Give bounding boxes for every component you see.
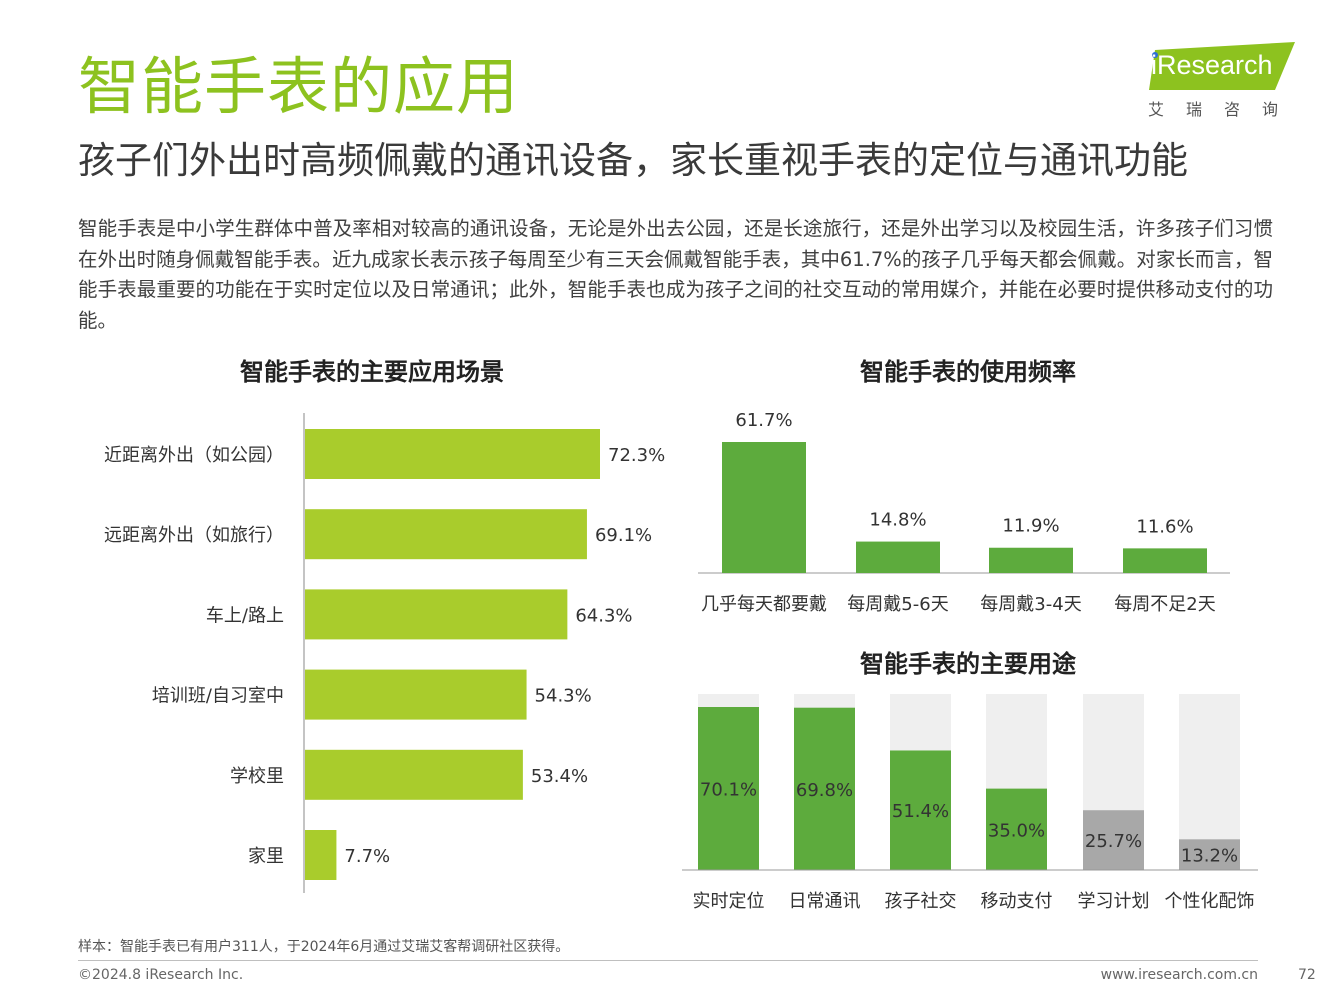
frequency-value-label: 14.8% <box>869 510 926 531</box>
usage-bar <box>1179 839 1240 870</box>
scenario-value-label: 72.3% <box>608 445 665 466</box>
scenario-value-label: 53.4% <box>531 766 588 787</box>
usage-value-label: 51.4% <box>892 801 949 822</box>
usage-category-label: 孩子社交 <box>885 891 957 912</box>
footer-divider <box>78 960 1258 961</box>
page-subtitle: 孩子们外出时高频佩戴的通讯设备，家长重视手表的定位与通讯功能 <box>78 139 1188 182</box>
logo-cn: 艾瑞咨询 <box>1148 100 1301 119</box>
usage-value-label: 13.2% <box>1181 846 1238 867</box>
scenario-category-label: 家里 <box>248 846 284 867</box>
usage-category-label: 日常通讯 <box>789 891 861 912</box>
scenario-chart-title: 智能手表的主要应用场景 <box>240 358 504 386</box>
sample-footnote: 样本：智能手表已有用户311人，于2024年6月通过艾瑞艾客帮调研社区获得。 <box>78 939 570 955</box>
scenario-bar <box>305 509 587 560</box>
logo-dot <box>1152 52 1158 58</box>
usage-category-label: 学习计划 <box>1078 891 1150 912</box>
frequency-value-label: 11.9% <box>1002 516 1059 537</box>
scenario-category-label: 学校里 <box>230 766 284 787</box>
website-link[interactable]: www.iresearch.com.cn <box>1100 967 1258 983</box>
usage-chart-title: 智能手表的主要用途 <box>860 650 1076 678</box>
usage-value-label: 35.0% <box>988 820 1045 841</box>
usage-value-label: 69.8% <box>796 780 853 801</box>
frequency-category-label: 几乎每天都要戴 <box>701 594 827 615</box>
intro-paragraph: 智能手表是中小学生群体中普及率相对较高的通讯设备，无论是外出去公园，还是长途旅行… <box>78 217 1273 332</box>
usage-value-label: 70.1% <box>700 780 757 801</box>
usage-category-label: 移动支付 <box>981 891 1053 912</box>
scenario-bar <box>305 589 568 640</box>
usage-bar <box>890 750 951 870</box>
scenario-bar <box>305 669 527 720</box>
frequency-category-label: 每周不足2天 <box>1114 594 1215 615</box>
scenario-bar <box>305 749 523 800</box>
frequency-bar <box>1123 548 1207 573</box>
frequency-category-label: 每周戴3-4天 <box>980 594 1081 615</box>
page-title: 智能手表的应用 <box>78 50 520 123</box>
scenario-category-label: 车上/路上 <box>206 605 284 626</box>
usage-bar <box>1083 810 1144 870</box>
scenario-bar <box>305 429 600 479</box>
frequency-value-label: 11.6% <box>1136 516 1193 537</box>
scenario-value-label: 7.7% <box>344 846 390 867</box>
scenario-value-label: 69.1% <box>595 525 652 546</box>
usage-value-label: 25.7% <box>1085 831 1142 852</box>
usage-bar <box>698 707 759 870</box>
usage-category-label: 个性化配饰 <box>1165 891 1255 912</box>
frequency-bar <box>989 547 1073 573</box>
scenario-value-label: 54.3% <box>535 686 592 707</box>
frequency-chart-title: 智能手表的使用频率 <box>860 358 1076 386</box>
frequency-value-label: 61.7% <box>735 410 792 431</box>
usage-category-label: 实时定位 <box>693 891 765 912</box>
copyright: ©2024.8 iResearch Inc. <box>78 967 244 983</box>
scenario-category-label: 远距离外出（如旅行） <box>104 525 284 546</box>
usage-bar <box>986 788 1047 870</box>
scenario-category-label: 近距离外出（如公园） <box>104 445 284 466</box>
scenario-category-label: 培训班/自习室中 <box>152 686 284 707</box>
scenario-value-label: 64.3% <box>575 605 632 626</box>
logo-brand: iResearch <box>1151 50 1273 80</box>
frequency-bar <box>722 442 806 573</box>
iresearch-logo: iResearch 艾瑞咨询 <box>1145 42 1295 119</box>
scenario-bar <box>305 830 337 880</box>
logo-shape <box>1149 42 1295 90</box>
frequency-category-label: 每周戴5-6天 <box>847 594 948 615</box>
usage-bar <box>794 707 855 870</box>
frequency-bar <box>856 541 940 573</box>
page-number: 72 <box>1298 967 1316 983</box>
